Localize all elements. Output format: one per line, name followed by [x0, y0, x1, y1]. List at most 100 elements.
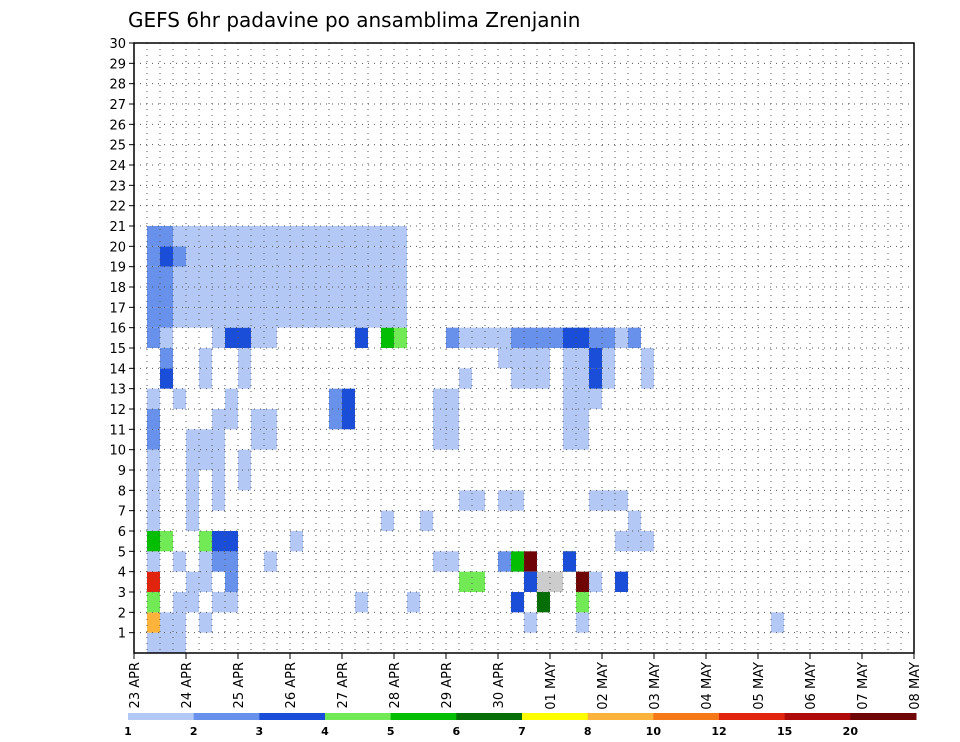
heatmap-cell — [264, 429, 277, 450]
heatmap-cell — [147, 592, 160, 613]
heatmap-cell — [212, 490, 225, 511]
heatmap-cell — [238, 348, 251, 369]
heatmap-cell — [212, 307, 225, 328]
colorbar-tick-label: 6 — [453, 725, 461, 738]
heatmap-cell — [329, 307, 342, 328]
heatmap-cell — [225, 592, 238, 613]
heatmap-cell — [160, 226, 173, 247]
colorbar-swatch — [522, 713, 589, 720]
heatmap-cell — [355, 226, 368, 247]
y-tick-label: 13 — [109, 383, 126, 398]
heatmap-cell — [147, 388, 160, 409]
heatmap-cell — [472, 327, 485, 348]
heatmap-cell — [251, 327, 264, 348]
heatmap-cell — [381, 287, 394, 308]
heatmap-cell — [251, 226, 264, 247]
heatmap-cell — [498, 348, 511, 369]
heatmap-cell — [238, 470, 251, 491]
y-tick-label: 21 — [109, 220, 126, 235]
heatmap-cell — [602, 327, 615, 348]
heatmap-cell — [381, 226, 394, 247]
heatmap-cell — [147, 510, 160, 531]
heatmap-cell — [147, 470, 160, 491]
colorbar-swatch — [390, 713, 457, 720]
y-tick-label: 5 — [118, 545, 126, 560]
heatmap-cell — [186, 287, 199, 308]
heatmap-cell — [602, 490, 615, 511]
heatmap-cell — [199, 612, 212, 633]
heatmap-cell — [147, 449, 160, 470]
heatmap-cell — [225, 551, 238, 572]
heatmap-cell — [173, 266, 186, 287]
colorbar-tick-label: 1 — [124, 725, 132, 738]
heatmap-cell — [368, 287, 381, 308]
heatmap-cell — [446, 409, 459, 430]
y-tick-label: 4 — [118, 566, 126, 581]
heatmap-cell — [251, 429, 264, 450]
heatmap-cell — [628, 531, 641, 552]
y-tick-label: 12 — [109, 403, 126, 418]
heatmap-cell — [277, 266, 290, 287]
heatmap-cell — [316, 226, 329, 247]
heatmap-cell — [147, 531, 160, 552]
y-tick-label: 6 — [118, 525, 126, 540]
x-tick-label: 24 APR — [180, 662, 195, 708]
heatmap-cell — [225, 226, 238, 247]
heatmap-cell — [199, 571, 212, 592]
heatmap-cell — [433, 429, 446, 450]
heatmap-cell — [316, 246, 329, 267]
heatmap-cell — [563, 429, 576, 450]
heatmap-cell — [147, 632, 160, 653]
heatmap-cell — [303, 226, 316, 247]
heatmap-cell — [264, 409, 277, 430]
heatmap-cell — [589, 348, 602, 369]
heatmap-cell — [576, 409, 589, 430]
heatmap-cell — [225, 409, 238, 430]
heatmap-cell — [381, 246, 394, 267]
heatmap-cell — [615, 531, 628, 552]
heatmap-cell — [381, 327, 394, 348]
heatmap-cell — [524, 551, 537, 572]
heatmap-cell — [160, 632, 173, 653]
heatmap-cell — [212, 429, 225, 450]
heatmap-cell — [407, 592, 420, 613]
heatmap-cell — [303, 246, 316, 267]
heatmap-cell — [225, 388, 238, 409]
heatmap-cell — [342, 409, 355, 430]
heatmap-cell — [264, 551, 277, 572]
heatmap-cell — [342, 266, 355, 287]
heatmap-cell — [225, 327, 238, 348]
heatmap-cell — [537, 592, 550, 613]
heatmap-cell — [186, 226, 199, 247]
heatmap-cell — [147, 429, 160, 450]
heatmap-cell — [238, 266, 251, 287]
y-tick-label: 25 — [109, 139, 126, 154]
heatmap-cell — [238, 287, 251, 308]
heatmap-cell — [329, 226, 342, 247]
heatmap-cell — [498, 327, 511, 348]
heatmap-cell — [212, 266, 225, 287]
heatmap-cell — [537, 368, 550, 389]
heatmap-cell — [615, 571, 628, 592]
heatmap-cell — [199, 246, 212, 267]
heatmap-cell — [563, 409, 576, 430]
colorbar-swatch — [587, 713, 654, 720]
colorbar-tick-label: 10 — [646, 725, 662, 738]
x-tick-label: 05 MAY — [752, 662, 767, 710]
colorbar-tick-label: 20 — [843, 725, 859, 738]
heatmap-cell — [212, 226, 225, 247]
heatmap-cell — [316, 266, 329, 287]
heatmap-cell — [628, 510, 641, 531]
heatmap-cell — [199, 226, 212, 247]
heatmap-cell — [537, 327, 550, 348]
heatmap-cell — [511, 368, 524, 389]
heatmap-cell — [524, 571, 537, 592]
heatmap-cell — [615, 490, 628, 511]
y-tick-label: 16 — [109, 322, 126, 337]
y-tick-label: 7 — [118, 505, 126, 520]
heatmap-cell — [277, 287, 290, 308]
colorbar-swatch — [193, 713, 260, 720]
heatmap-cell — [212, 449, 225, 470]
